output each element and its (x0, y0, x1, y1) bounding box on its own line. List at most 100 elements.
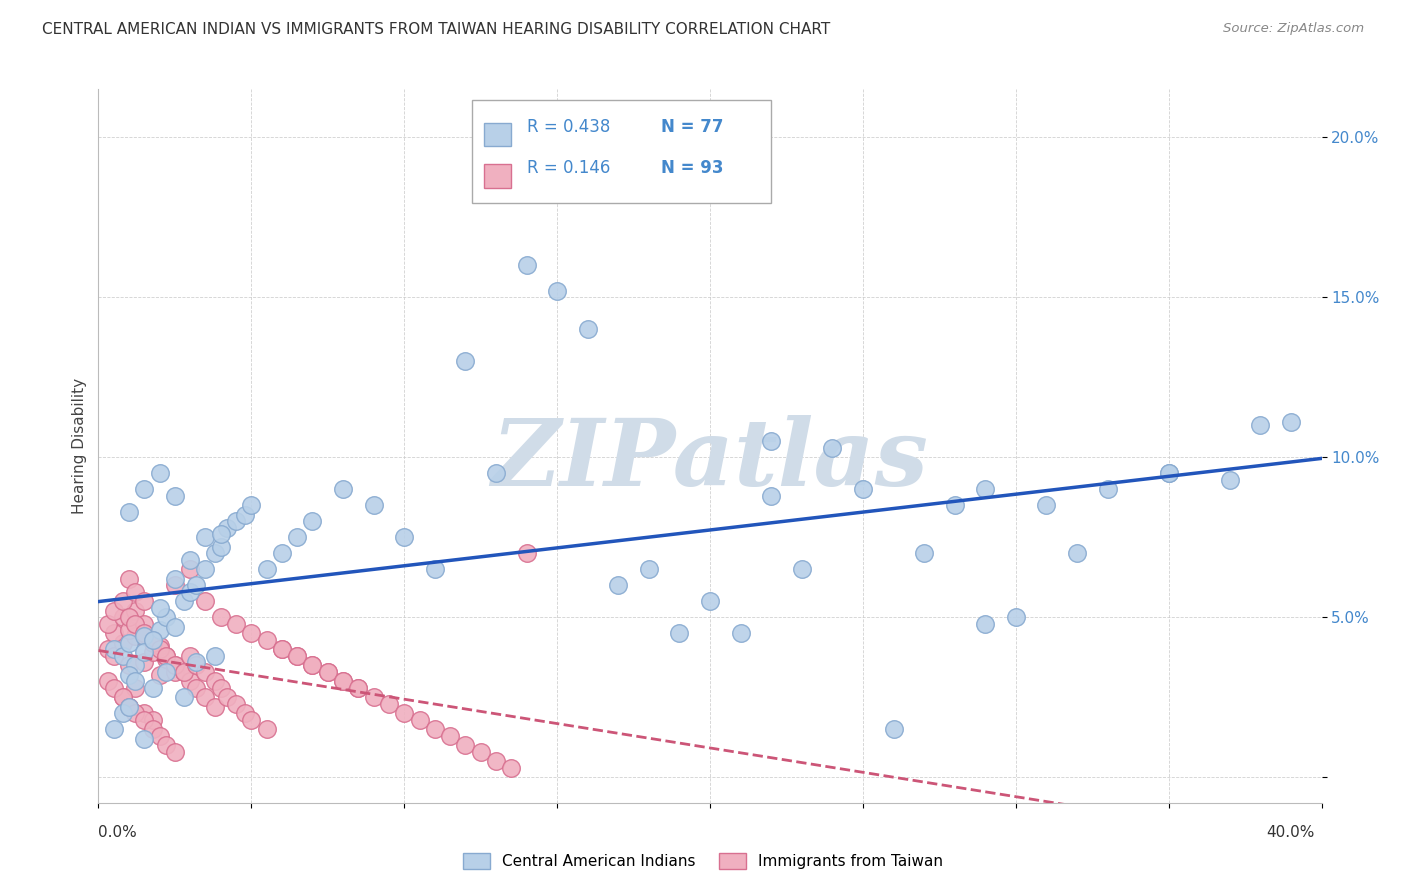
Point (163, 745, 186, 759)
Point (576, 322, 599, 336)
Point (821, 441, 844, 455)
Point (392, 530, 416, 544)
Point (1097, 482, 1119, 496)
Point (134, 616, 156, 631)
Point (790, 562, 813, 576)
Point (134, 629, 156, 643)
Point (134, 626, 156, 640)
Point (97, 642, 120, 657)
Point (209, 610, 232, 624)
Text: N = 77: N = 77 (661, 118, 724, 136)
Point (1157, 466, 1180, 480)
Point (118, 699, 141, 714)
Point (204, 674, 226, 689)
Point (155, 652, 177, 666)
Point (730, 626, 752, 640)
Point (332, 674, 354, 689)
Point (332, 482, 354, 496)
Point (1249, 418, 1271, 433)
Point (155, 738, 177, 752)
Point (118, 610, 141, 624)
Point (637, 562, 661, 576)
Point (97, 674, 120, 689)
Point (118, 699, 141, 714)
Point (124, 629, 146, 643)
Point (111, 690, 134, 705)
Point (301, 658, 323, 673)
Point (485, 466, 508, 480)
Point (142, 681, 165, 695)
Point (1004, 610, 1026, 624)
Point (134, 706, 156, 721)
Point (149, 668, 172, 682)
Point (194, 530, 217, 544)
Point (163, 620, 186, 634)
Point (225, 697, 247, 711)
Point (516, 258, 538, 272)
Point (173, 665, 195, 679)
Point (103, 681, 125, 695)
Point (149, 623, 172, 637)
Point (759, 489, 782, 503)
Legend: Central American Indians, Immigrants from Taiwan: Central American Indians, Immigrants fro… (457, 847, 949, 875)
Point (155, 648, 177, 663)
Point (270, 546, 292, 560)
Point (179, 552, 201, 566)
Point (285, 648, 308, 663)
Point (163, 489, 186, 503)
Point (204, 546, 226, 560)
Point (134, 731, 156, 746)
Point (118, 572, 141, 586)
Text: 40.0%: 40.0% (1267, 825, 1315, 839)
Point (240, 498, 263, 512)
Point (142, 636, 165, 650)
Point (194, 594, 217, 608)
Point (240, 626, 263, 640)
Point (111, 594, 134, 608)
Point (209, 540, 232, 554)
Point (118, 505, 141, 519)
Point (124, 616, 146, 631)
Point (1157, 466, 1180, 480)
Point (699, 594, 721, 608)
Point (186, 681, 208, 695)
Point (194, 690, 217, 705)
Point (1035, 498, 1057, 512)
Point (111, 706, 134, 721)
Point (134, 594, 156, 608)
Point (215, 520, 238, 534)
Point (204, 648, 226, 663)
Point (124, 584, 146, 599)
Point (155, 648, 177, 663)
Point (118, 658, 141, 673)
Point (163, 578, 186, 592)
Point (1066, 546, 1088, 560)
Point (974, 482, 997, 496)
Point (347, 681, 370, 695)
Point (163, 665, 186, 679)
Point (301, 514, 323, 528)
Point (408, 713, 430, 727)
Point (103, 626, 125, 640)
Point (103, 642, 125, 657)
Point (111, 648, 134, 663)
Point (118, 636, 141, 650)
Point (142, 632, 165, 647)
Point (134, 645, 156, 659)
Point (852, 482, 875, 496)
Point (163, 658, 186, 673)
Point (215, 690, 238, 705)
Point (1219, 473, 1241, 487)
Text: R = 0.438: R = 0.438 (526, 118, 610, 136)
Point (134, 655, 156, 669)
Point (225, 616, 247, 631)
Point (285, 530, 308, 544)
Point (546, 284, 568, 298)
Point (485, 754, 508, 768)
Point (209, 527, 232, 541)
Point (163, 572, 186, 586)
Text: ZIPatlas: ZIPatlas (492, 416, 928, 505)
Point (149, 600, 172, 615)
Point (173, 665, 195, 679)
Point (163, 658, 186, 673)
